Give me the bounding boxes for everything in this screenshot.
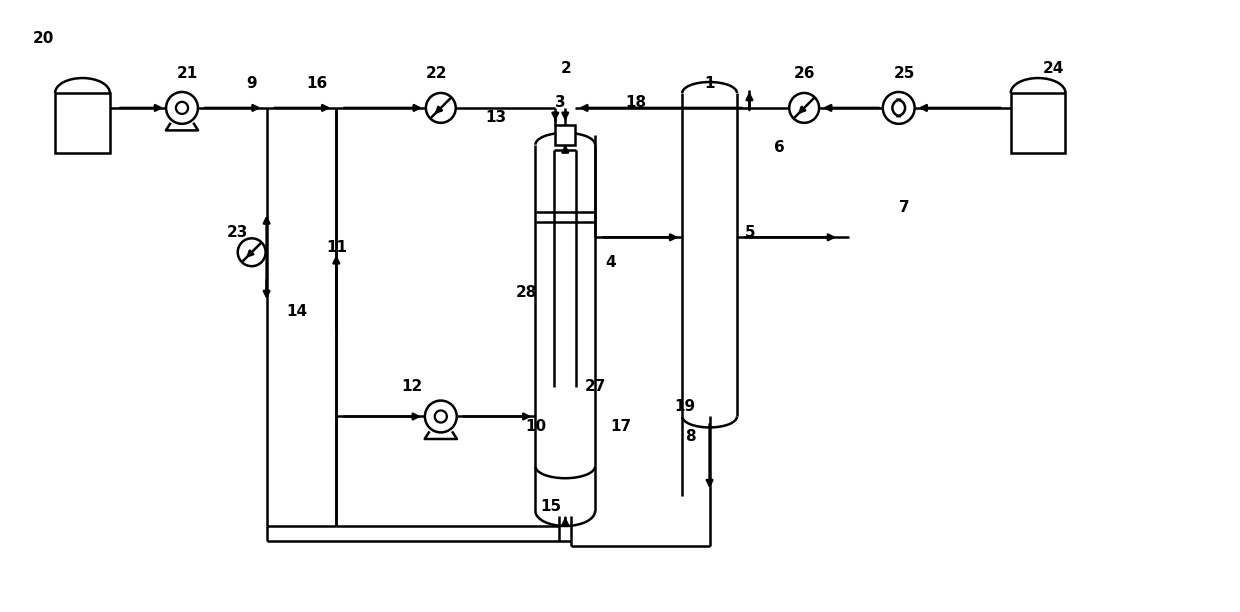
Bar: [55, 93, 110, 153]
Text: 15: 15: [541, 499, 562, 513]
Text: 18: 18: [625, 95, 646, 110]
Text: 26: 26: [794, 65, 816, 81]
Text: 5: 5: [744, 225, 755, 240]
Text: 6: 6: [774, 140, 785, 155]
Text: 11: 11: [326, 240, 347, 255]
Text: 3: 3: [556, 95, 565, 110]
Text: 25: 25: [894, 65, 915, 81]
Bar: [1011, 93, 1065, 153]
Text: 23: 23: [227, 225, 248, 240]
Text: 19: 19: [675, 399, 696, 414]
Text: 4: 4: [605, 255, 616, 270]
Bar: [556, 125, 575, 144]
Text: 27: 27: [585, 379, 606, 394]
Text: 8: 8: [684, 429, 696, 444]
Circle shape: [883, 92, 915, 124]
Circle shape: [238, 238, 265, 266]
Text: 17: 17: [610, 419, 631, 434]
Text: 22: 22: [425, 65, 448, 81]
Circle shape: [425, 93, 456, 123]
Text: 2: 2: [560, 61, 572, 76]
Text: 24: 24: [1043, 61, 1064, 76]
Circle shape: [789, 93, 820, 123]
Text: 9: 9: [247, 75, 258, 91]
Text: 16: 16: [306, 75, 327, 91]
Text: 10: 10: [526, 419, 547, 434]
Text: 7: 7: [899, 200, 909, 215]
Text: 20: 20: [32, 31, 55, 46]
Text: 14: 14: [286, 305, 308, 319]
Text: 21: 21: [177, 65, 198, 81]
Text: 1: 1: [704, 75, 715, 91]
Text: 28: 28: [516, 285, 537, 299]
Text: 13: 13: [486, 110, 507, 125]
Text: 12: 12: [401, 379, 423, 394]
